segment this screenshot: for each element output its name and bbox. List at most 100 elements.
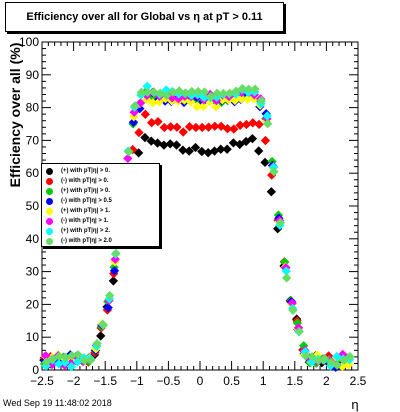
legend-entry: (-) with pT|η| > 1. — [46, 216, 159, 226]
x-tick-label: −1.5 — [93, 374, 117, 388]
data-point — [266, 187, 277, 197]
data-point — [60, 357, 70, 368]
x-tick-label: −1 — [130, 374, 144, 388]
data-point — [281, 273, 292, 283]
data-point — [165, 139, 175, 149]
legend-entry: (-) with pT|η| > 2.0 — [46, 236, 159, 246]
data-point — [178, 127, 188, 137]
x-tick-label: 0 — [197, 374, 204, 388]
data-point — [254, 146, 264, 156]
y-tick-label: 70 — [26, 133, 40, 147]
legend-marker — [46, 207, 53, 215]
data-point — [247, 133, 258, 144]
data-point — [184, 146, 194, 156]
data-point — [140, 132, 150, 143]
data-point — [237, 83, 248, 94]
data-point — [142, 81, 152, 91]
data-point — [197, 146, 207, 157]
data-point — [149, 87, 159, 97]
data-point — [134, 127, 144, 138]
data-point — [216, 144, 226, 154]
legend-marker — [46, 217, 53, 225]
data-point — [159, 122, 169, 133]
data-point — [103, 303, 113, 313]
data-point — [96, 331, 106, 341]
data-point — [73, 350, 83, 360]
data-point — [192, 101, 202, 112]
data-point — [263, 119, 273, 129]
data-point — [79, 355, 90, 366]
x-tick-label: −2 — [67, 374, 81, 388]
data-point — [165, 122, 176, 132]
data-point — [168, 87, 178, 97]
data-point — [148, 98, 158, 108]
data-point — [319, 353, 330, 364]
x-tick-label: 1.5 — [286, 374, 303, 388]
legend-label: (-) with pT|η| > 0.5 — [61, 198, 112, 204]
data-point — [206, 91, 216, 102]
data-point — [198, 101, 209, 112]
data-point — [222, 124, 233, 134]
legend-entry: (+) with pT|η| > 0. — [46, 186, 159, 196]
legend-label: (+) with pT|η| > 0. — [61, 168, 111, 174]
legend-label: (-) with pT|η| > 2.0 — [61, 238, 112, 244]
x-tick-label: 0.5 — [223, 374, 240, 388]
data-point — [123, 153, 133, 164]
data-point — [218, 88, 229, 99]
x-tick-label: 2 — [323, 374, 330, 388]
x-tick-label: −0.5 — [157, 374, 181, 388]
data-point — [262, 111, 272, 121]
legend-entry: (+) with pT|η| > 2. — [46, 226, 159, 236]
y-tick-label: 30 — [26, 265, 40, 279]
y-tick-label: 80 — [26, 101, 40, 115]
data-point — [41, 351, 51, 361]
legend-marker — [46, 167, 53, 175]
y-tick-label: 60 — [26, 166, 40, 180]
data-point — [111, 248, 121, 259]
data-point — [136, 87, 146, 98]
data-point — [197, 122, 207, 133]
data-point — [66, 361, 77, 372]
data-point — [178, 145, 188, 155]
legend-marker — [46, 177, 53, 185]
y-axis-label: Efficiency over all (%) — [7, 43, 23, 188]
data-point — [187, 86, 197, 97]
data-point — [275, 217, 285, 228]
data-point — [260, 157, 270, 168]
data-point — [199, 87, 210, 97]
y-tick-label: 20 — [26, 297, 40, 311]
data-point — [172, 122, 182, 132]
legend-label: (-) with pT|η| > 1. — [61, 218, 109, 224]
data-point — [300, 351, 311, 361]
x-tick-label: 1 — [260, 374, 267, 388]
data-point — [294, 326, 304, 337]
y-tick-label: 40 — [26, 232, 40, 246]
x-axis-label: η — [351, 397, 358, 412]
data-point — [180, 88, 191, 98]
data-point — [86, 355, 96, 365]
x-tick-label: 2.5 — [350, 374, 367, 388]
data-point — [260, 135, 271, 146]
data-point — [171, 140, 182, 150]
data-point — [161, 90, 172, 101]
data-point — [244, 84, 254, 94]
data-point — [236, 94, 246, 104]
data-point — [159, 140, 169, 150]
data-point — [191, 122, 201, 133]
legend-marker — [46, 227, 53, 235]
data-point — [229, 124, 239, 134]
data-point — [153, 116, 163, 127]
data-point — [186, 97, 196, 107]
y-tick-label: 10 — [26, 330, 40, 344]
legend-label: (+) with pT|η| > 0. — [61, 188, 111, 194]
data-point — [228, 138, 239, 148]
data-point — [235, 120, 245, 130]
data-point — [212, 88, 222, 98]
legend-entry: (-) with pT|η| > 0.5 — [46, 196, 159, 206]
data-point — [67, 350, 77, 361]
data-point — [281, 266, 291, 276]
data-point — [128, 117, 139, 127]
data-point — [154, 97, 164, 107]
data-point — [345, 351, 355, 362]
timestamp-label: Wed Sep 19 11:48:02 2018 — [3, 398, 112, 408]
